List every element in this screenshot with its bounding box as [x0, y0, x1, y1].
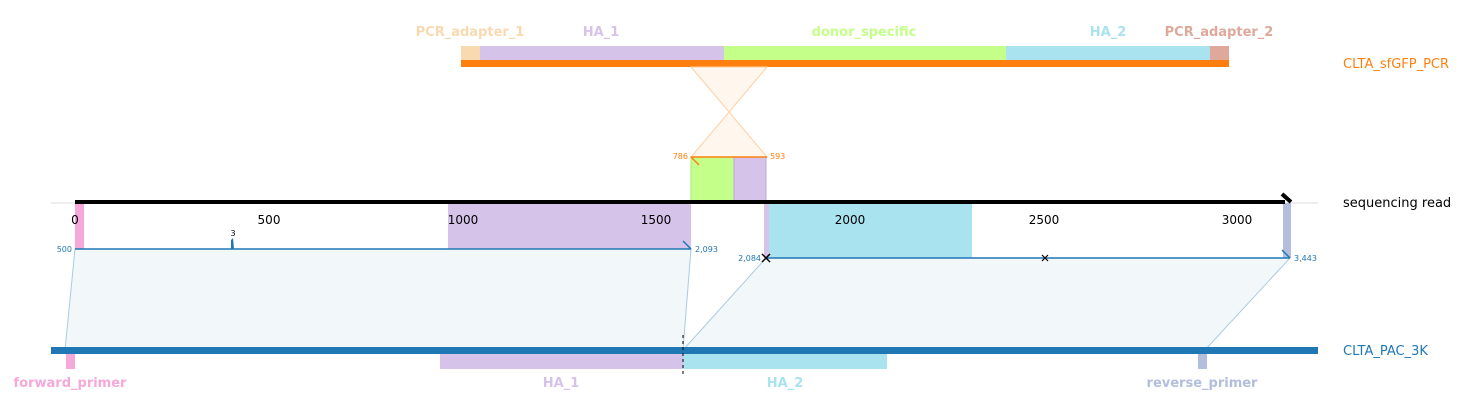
read-feature-reverse-primer	[1283, 203, 1291, 258]
insertion-left-label: 786	[673, 152, 688, 161]
inserted-ha-1	[733, 156, 767, 203]
read-axis-ticks: 0 500 1000 1500 2000 2500 3000	[71, 213, 1252, 227]
alignment-1-indel-label: 3	[230, 229, 235, 238]
alignment-1-indel-marker	[231, 238, 234, 249]
alignment-2-start-label: 2,084	[738, 254, 761, 263]
read-tick-2500: 2500	[1029, 213, 1060, 227]
read-feature-ha-1	[448, 203, 691, 249]
read-feature-forward-primer	[75, 203, 84, 249]
donor-feature-label-pcr-adapter-2: PCR_adapter_2	[1165, 25, 1274, 40]
alignment-2-mismatch-icon	[1041, 254, 1049, 262]
reference-track: forward_primer HA_1 HA_2 reverse_primer …	[14, 335, 1428, 391]
donor-track: PCR_adapter_1 HA_1 donor_specific HA_2 P…	[416, 25, 1449, 72]
donor-feature-ha-2	[1006, 46, 1210, 61]
alignment-parallelograms	[64, 248, 1292, 351]
read-track-name: sequencing read	[1343, 196, 1451, 211]
donor-feature-label-pcr-adapter-1: PCR_adapter_1	[416, 25, 525, 40]
ref-feature-ha-1	[440, 350, 683, 369]
ref-feature-label-forward-primer: forward_primer	[14, 376, 128, 391]
reference-track-name: CLTA_PAC_3K	[1343, 344, 1428, 359]
read-tick-0: 0	[71, 213, 79, 227]
donor-feature-label-ha-2: HA_2	[1090, 25, 1127, 40]
donor-track-name: CLTA_sfGFP_PCR	[1343, 57, 1449, 72]
donor-feature-donor-specific	[724, 46, 1006, 61]
alignment-1-start-label: 500	[57, 245, 72, 254]
donor-feature-label-donor-specific: donor_specific	[812, 25, 917, 40]
ref-feature-ha-2	[683, 350, 887, 369]
read-track: 0 500 1000 1500 2000 2500 3000 sequencin…	[51, 192, 1451, 263]
insertion-right-label: 593	[770, 152, 785, 161]
alignment-1-end-hook	[682, 240, 692, 250]
ref-feature-label-ha-1: HA_1	[543, 376, 580, 391]
donor-insertion: 786 593	[673, 66, 785, 203]
ref-feature-forward-primer	[66, 350, 75, 369]
read-feature-ha-2	[769, 203, 972, 258]
alignment-2-end-label: 3,443	[1294, 254, 1317, 263]
read-tick-1500: 1500	[641, 213, 672, 227]
ref-feature-label-reverse-primer: reverse_primer	[1147, 376, 1259, 391]
donor-crossover-lower	[689, 111, 769, 158]
read-tick-1000: 1000	[448, 213, 479, 227]
insertion-left-hook	[690, 156, 700, 166]
alignment-1-fill	[64, 248, 692, 351]
donor-feature-pcr-adapter-2	[1210, 46, 1229, 61]
read-tick-3000: 3000	[1222, 213, 1253, 227]
donor-crossover-upper	[689, 66, 769, 113]
donor-feature-ha-1	[480, 46, 724, 61]
read-tick-500: 500	[258, 213, 281, 227]
ref-feature-label-ha-2: HA_2	[767, 376, 804, 391]
donor-feature-label-ha-1: HA_1	[583, 25, 620, 40]
reference-track-bar	[51, 347, 1318, 354]
read-feature-ha-1-b	[764, 203, 769, 258]
read-arrow-head	[1280, 192, 1293, 204]
alignment-2-start-mismatch-icon	[761, 253, 771, 263]
ref-feature-reverse-primer	[1198, 350, 1207, 369]
alignment-2-end-hook	[1281, 249, 1291, 259]
alignment-2-fill	[681, 257, 1292, 351]
alignment-1-end-label: 2,093	[695, 245, 718, 254]
read-tick-2000: 2000	[835, 213, 866, 227]
donor-track-bar	[461, 60, 1229, 67]
donor-feature-pcr-adapter-1	[461, 46, 480, 61]
